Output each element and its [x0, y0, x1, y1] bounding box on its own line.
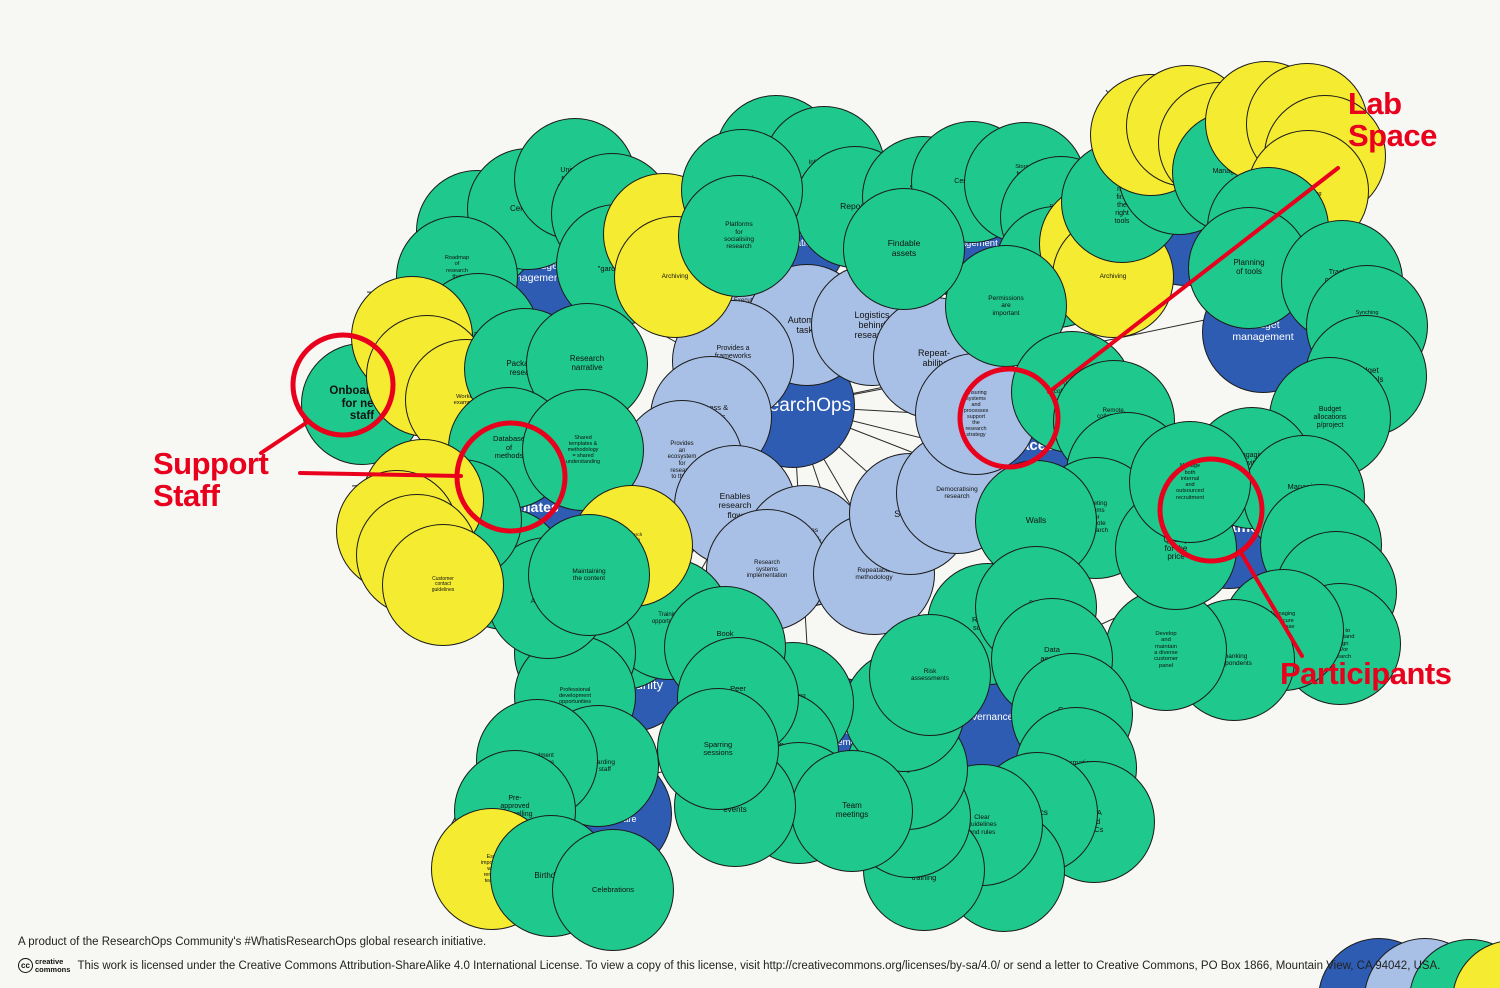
- node-manage-recruitment[interactable]: Manage both internal and outsourced recr…: [1129, 421, 1251, 543]
- footer-license-row: cc creative commons This work is license…: [18, 958, 1440, 973]
- annotation-support-staff: Support Staff: [153, 446, 269, 514]
- footer-license-text: This work is licensed under the Creative…: [77, 959, 1441, 972]
- node-risk[interactable]: Risk assessments: [869, 614, 991, 736]
- node-platforms-socialising[interactable]: Platforms for socialising research: [678, 175, 800, 297]
- cc-word-creative: creative: [35, 957, 64, 966]
- node-maintaining[interactable]: Maintaining the content: [528, 514, 650, 636]
- annotation-lab-space: Lab Space: [1348, 86, 1437, 154]
- node-findable[interactable]: Findable assets: [843, 188, 965, 310]
- cc-circle-icon: cc: [18, 958, 33, 973]
- annotation-participants: Participants: [1280, 656, 1452, 691]
- node-sparring[interactable]: Sparring sessions: [657, 688, 779, 810]
- footer-credit-text: A product of the ResearchOps Community's…: [18, 936, 487, 948]
- node-celebrations[interactable]: Celebrations: [552, 829, 674, 951]
- cc-word-commons: commons: [35, 964, 71, 974]
- creative-commons-logo: cc creative commons: [18, 958, 70, 973]
- node-customer-contact[interactable]: Customer contact guidelines: [382, 524, 504, 646]
- node-team-meetings[interactable]: Team meetings: [791, 750, 913, 872]
